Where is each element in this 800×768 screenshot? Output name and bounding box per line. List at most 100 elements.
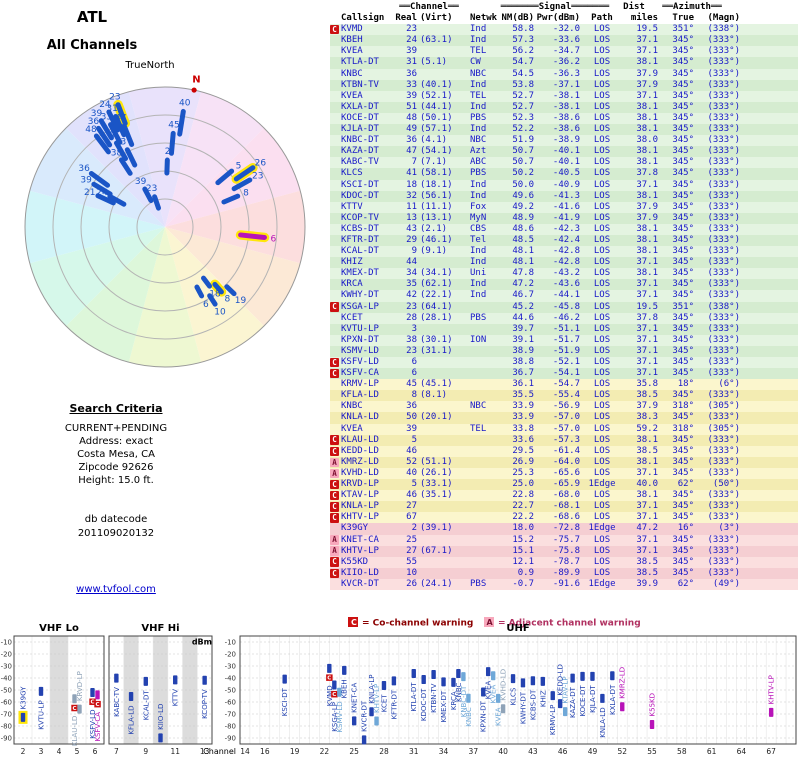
table-row: KCOP-TV 13 (13.1) MyN 48.9 -41.9 LOS 37.9 345° (3… xyxy=(330,212,798,224)
station-label: KSFV-CA xyxy=(94,712,102,742)
adjacent-channel-warning-icon: A xyxy=(330,457,339,468)
station-marker xyxy=(173,675,178,685)
svg-text:22: 22 xyxy=(320,747,330,756)
svg-text:31: 31 xyxy=(106,104,117,114)
adjacent-channel-warning-icon: A xyxy=(330,546,339,556)
svg-text:-50: -50 xyxy=(1,687,12,695)
svg-text:24: 24 xyxy=(99,100,111,110)
svg-text:8: 8 xyxy=(243,189,249,199)
svg-text:47: 47 xyxy=(115,114,126,124)
svg-text:-30: -30 xyxy=(1,663,12,671)
table-row: KXLA-DT 51 (44.1) Ind 52.7 -38.1 LOS 38.1 345° (3… xyxy=(330,101,798,113)
svg-text:40: 40 xyxy=(179,99,191,109)
page-subtitle: All Channels xyxy=(46,38,138,53)
svg-text:C: C xyxy=(90,700,94,706)
svg-text:6: 6 xyxy=(271,234,277,244)
station-marker xyxy=(550,691,555,701)
svg-text:24: 24 xyxy=(96,188,108,198)
station-label: KHIZ xyxy=(539,690,547,707)
svg-text:36: 36 xyxy=(78,164,90,174)
table-row: KCBS-DT 43 (2.1) CBS 48.6 -42.3 LOS 38.1 345° (33… xyxy=(330,223,798,235)
co-channel-warning-icon: C xyxy=(330,368,339,379)
station-marker xyxy=(114,673,119,683)
station-label: KLAU-LD xyxy=(71,716,79,746)
band-label: UHF xyxy=(506,623,529,634)
svg-text:-10: -10 xyxy=(225,639,236,647)
channel-table: ══Channel══ ═══════Signal═══════ Dist ══… xyxy=(330,2,798,590)
table-row: KAZA-DT 47 (54.1) Azt 50.7 -40.1 LOS 38.1 345° (3… xyxy=(330,146,798,158)
table-row: KNBC 36 NBC 54.5 -36.3 LOS 37.9 345° (333°) xyxy=(330,68,798,80)
svg-text:19: 19 xyxy=(235,296,247,306)
station-marker xyxy=(369,707,374,717)
col-pwr: Pwr(dBm) xyxy=(536,13,580,24)
svg-text:16: 16 xyxy=(260,747,270,756)
svg-text:58: 58 xyxy=(677,747,687,756)
table-row: KVCR-DT 26 (24.1) PBS -0.7 -91.6 1Edge 39.9 62°(… xyxy=(330,578,798,590)
svg-text:48: 48 xyxy=(85,125,97,135)
svg-text:8: 8 xyxy=(224,295,230,305)
table-row: KHIZ 44 Ind 48.1 -42.8 LOS 37.1 345° (333°) xyxy=(330,257,798,269)
station-label: KCBS-DT xyxy=(529,689,537,720)
table-row: C KLAU-LD 5 33.6 -57.3 LOS 38.1 345° (333°) xyxy=(330,434,798,446)
station-label: KRVD-LP xyxy=(76,671,84,701)
station-label: KEDD-LD xyxy=(557,664,565,696)
svg-text:-30: -30 xyxy=(225,663,236,671)
svg-text:37: 37 xyxy=(469,747,479,756)
channel-axis-label: Channel xyxy=(203,747,236,756)
station-marker xyxy=(495,693,501,703)
table-row: C KSFV-LD 6 38.8 -52.1 LOS 37.1 345° (333°) xyxy=(330,357,798,369)
table-row: KJLA-DT 49 (57.1) Ind 52.2 -38.6 LOS 38.1 345° (3… xyxy=(330,124,798,136)
svg-text:39: 39 xyxy=(80,176,92,186)
svg-text:55: 55 xyxy=(647,747,657,756)
station-label: KWHY-DT xyxy=(519,691,527,724)
station-label: KTTV xyxy=(172,689,180,706)
svg-text:-80: -80 xyxy=(225,723,236,731)
station-label: KOCE-DT xyxy=(579,685,587,717)
svg-text:36: 36 xyxy=(88,117,100,127)
table-row: A KNET-CA 25 15.2 -75.7 LOS 37.1 345° (333°) xyxy=(330,534,798,546)
table-row: C KSGA-LP 23 (64.1) 45.2 -45.8 LOS 19.5 351° (338… xyxy=(330,301,798,313)
svg-text:23: 23 xyxy=(146,184,157,194)
station-label: KIIO-LD xyxy=(157,704,165,730)
co-channel-warning-icon: C xyxy=(330,557,339,567)
station-label: KNLA-LD xyxy=(599,707,607,737)
svg-text:5: 5 xyxy=(236,161,242,171)
criteria-line-height: Height: 15.0 ft. xyxy=(78,475,154,486)
station-marker xyxy=(337,687,342,697)
co-channel-warning-icon xyxy=(348,617,358,627)
svg-text:7: 7 xyxy=(114,747,119,756)
station-label: KCOP-TV xyxy=(201,689,209,719)
table-row: KMEX-DT 34 (34.1) Uni 47.8 -43.2 LOS 38.1 345° (3… xyxy=(330,268,798,280)
station-marker xyxy=(620,702,625,712)
svg-text:-90: -90 xyxy=(1,735,12,743)
station-marker xyxy=(282,674,287,684)
svg-text:C: C xyxy=(72,706,76,712)
station-label: KXLA-DT xyxy=(609,684,617,715)
co-channel-warning-icon: C xyxy=(330,568,339,579)
station-marker xyxy=(461,672,466,682)
station-label: KNET-CA xyxy=(351,683,359,713)
svg-text:18: 18 xyxy=(209,289,221,299)
svg-text:39: 39 xyxy=(135,177,147,187)
tvfool-link[interactable]: www.tvfool.com xyxy=(76,584,156,595)
table-row: KVEA 39 TEL 33.8 -57.0 LOS 59.2 318° (305°) xyxy=(330,423,798,435)
svg-text:C: C xyxy=(332,692,336,698)
svg-text:= Adjacent channel warning: = Adjacent channel warning xyxy=(498,619,641,629)
page-title: ATL xyxy=(76,8,108,26)
svg-text:23: 23 xyxy=(109,92,120,102)
co-channel-warning-icon: C xyxy=(330,513,339,523)
station-label: KPXN-DT xyxy=(480,700,488,732)
svg-text:9: 9 xyxy=(143,747,148,756)
station-marker xyxy=(500,704,506,714)
station-marker xyxy=(590,671,595,681)
table-row: KLCS 41 (58.1) PBS 50.2 -40.5 LOS 37.8 345° (333°… xyxy=(330,168,798,180)
svg-text:6: 6 xyxy=(203,300,209,310)
criteria-line-mode: CURRENT+PENDING xyxy=(64,423,168,434)
svg-text:9: 9 xyxy=(109,131,115,141)
station-label: KTAV-LP xyxy=(562,676,570,703)
station-label: KSMV-LD xyxy=(336,701,344,732)
station-marker xyxy=(327,663,332,673)
svg-text:13: 13 xyxy=(200,747,210,756)
search-criteria-lines: CURRENT+PENDING Address: exact Costa Mes… xyxy=(0,422,232,487)
station-label: KVTU-LP xyxy=(38,700,46,729)
